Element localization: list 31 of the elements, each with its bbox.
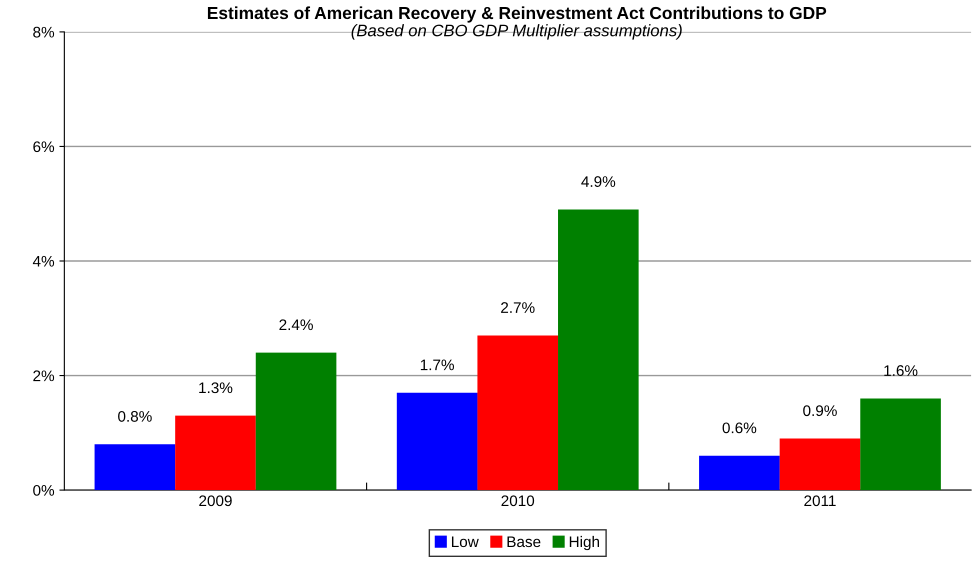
x-tick-label: 2010 bbox=[502, 495, 534, 506]
data-label: 0.8% bbox=[118, 410, 152, 422]
bar bbox=[780, 438, 860, 490]
y-tick-label: 8% bbox=[33, 26, 54, 38]
bar bbox=[396, 392, 478, 490]
chart-title: Estimates of American Recovery & Reinvestment Act Contributions to GDP bbox=[208, 6, 826, 23]
data-label: 1.7% bbox=[420, 360, 454, 370]
data-label: 1.3% bbox=[199, 382, 232, 394]
data-label: 2.4% bbox=[279, 319, 313, 330]
data-label: 4.9% bbox=[581, 176, 616, 187]
data-label: 2.7% bbox=[501, 302, 535, 313]
legend-label: High bbox=[570, 536, 600, 550]
bar bbox=[256, 352, 336, 490]
bar bbox=[477, 335, 558, 490]
x-tick-label: 2011 bbox=[804, 495, 836, 506]
x-tick-label: 2009 bbox=[199, 495, 232, 506]
chart-subtitle: (Based on CBO GDP Multiplier assumptions) bbox=[352, 24, 682, 40]
bar bbox=[175, 416, 256, 490]
data-label: 1.6% bbox=[884, 365, 918, 376]
data-label: 0.9% bbox=[803, 405, 837, 416]
y-tick-label: 6% bbox=[33, 141, 54, 152]
y-tick-label: 0% bbox=[33, 484, 54, 496]
y-tick-label: 2% bbox=[33, 370, 54, 382]
legend-label: Base bbox=[508, 536, 540, 548]
bar bbox=[94, 444, 176, 490]
data-label: 0.6% bbox=[722, 422, 756, 434]
bar bbox=[860, 398, 941, 490]
y-tick-label: 4% bbox=[32, 256, 54, 267]
bar bbox=[699, 456, 780, 490]
legend-label: Low bbox=[452, 536, 479, 548]
bar bbox=[558, 209, 639, 490]
